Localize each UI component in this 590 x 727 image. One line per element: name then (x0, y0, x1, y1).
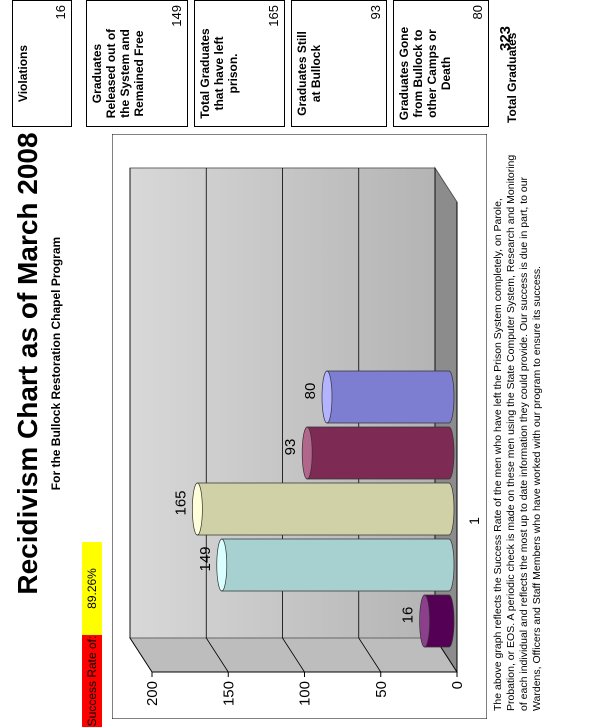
bar-body (424, 594, 455, 648)
stats-row-released: Graduates Released out of the System and… (86, 0, 188, 127)
bar-body (221, 538, 455, 592)
stats-row-value: 16 (53, 5, 68, 20)
gridline (282, 168, 305, 673)
gridline (205, 168, 229, 673)
gridline (129, 168, 153, 673)
bar-top (321, 370, 333, 424)
x-tick-label: 1 (466, 517, 482, 525)
data-label: 149 (197, 546, 214, 571)
gridline (358, 168, 382, 673)
bar-body (197, 482, 455, 536)
stats-row-value: 93 (368, 5, 383, 20)
footnote-line: of each individual and reflects the most… (518, 176, 530, 711)
data-label: 165 (172, 490, 189, 515)
stats-row-value: 80 (470, 5, 485, 20)
stats-row-left-prison: Total Graduates that have left prison. 1… (194, 0, 285, 127)
stats-row-label: Graduates Gone from Bullock to other Cam… (397, 26, 453, 121)
success-rate-label: Success Rate of: (82, 635, 102, 727)
stats-row-value: 165 (266, 5, 281, 27)
total-graduates-value: 323 (497, 25, 514, 51)
stats-row-value: 149 (169, 5, 184, 27)
bar-top (419, 594, 430, 648)
bar-top (192, 482, 203, 536)
stats-row-still-at-bullock: Graduates Still at Bullock 93 (291, 0, 387, 127)
y-tick-label: 50 (373, 681, 390, 698)
stats-table: Violations 16 Graduates Released out of … (0, 0, 590, 127)
data-label: 93 (282, 439, 299, 456)
data-label: 16 (400, 607, 417, 624)
stats-row-label: Total Graduates that have left prison. (198, 28, 240, 119)
y-tick-label: 150 (220, 681, 237, 706)
footnote-line: Wardens, Officers and Staff Members who … (531, 265, 543, 711)
bar-body (326, 370, 455, 424)
bar-chart: 0 50 100 150 200 1 16 149 165 93 80 (112, 134, 487, 719)
bar-body (306, 426, 455, 480)
stats-row-label: Graduates Released out of the System and… (90, 28, 146, 119)
stats-row-label: Violations (16, 44, 30, 103)
footnote-line: The above graph reflects the Success Rat… (492, 198, 504, 711)
y-tick-label: 0 (449, 681, 466, 689)
success-rate-value: 89.26% (82, 542, 102, 635)
footnote-line: Probation, or EOS. A periodic check is m… (505, 154, 517, 711)
bar-top (216, 538, 228, 592)
bar-top (301, 426, 313, 480)
stats-row-violations: Violations 16 (12, 0, 72, 127)
y-tick-label: 100 (297, 681, 314, 706)
data-label: 80 (302, 383, 319, 400)
stats-row-label: Graduates Still at Bullock (295, 31, 323, 116)
footnote: The above graph reflects the Success Rat… (492, 51, 544, 711)
stats-row-gone: Graduates Gone from Bullock to other Cam… (393, 0, 489, 127)
y-tick-label: 200 (144, 681, 161, 706)
